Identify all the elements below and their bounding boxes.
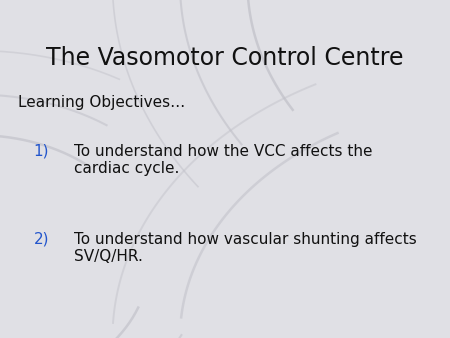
Text: To understand how the VCC affects the
cardiac cycle.: To understand how the VCC affects the ca… [74,144,373,176]
Text: 1): 1) [34,144,49,159]
Text: Learning Objectives…: Learning Objectives… [18,95,185,110]
Text: To understand how vascular shunting affects
SV/Q/HR.: To understand how vascular shunting affe… [74,232,417,264]
Text: The Vasomotor Control Centre: The Vasomotor Control Centre [46,46,404,70]
Text: 2): 2) [34,232,49,246]
